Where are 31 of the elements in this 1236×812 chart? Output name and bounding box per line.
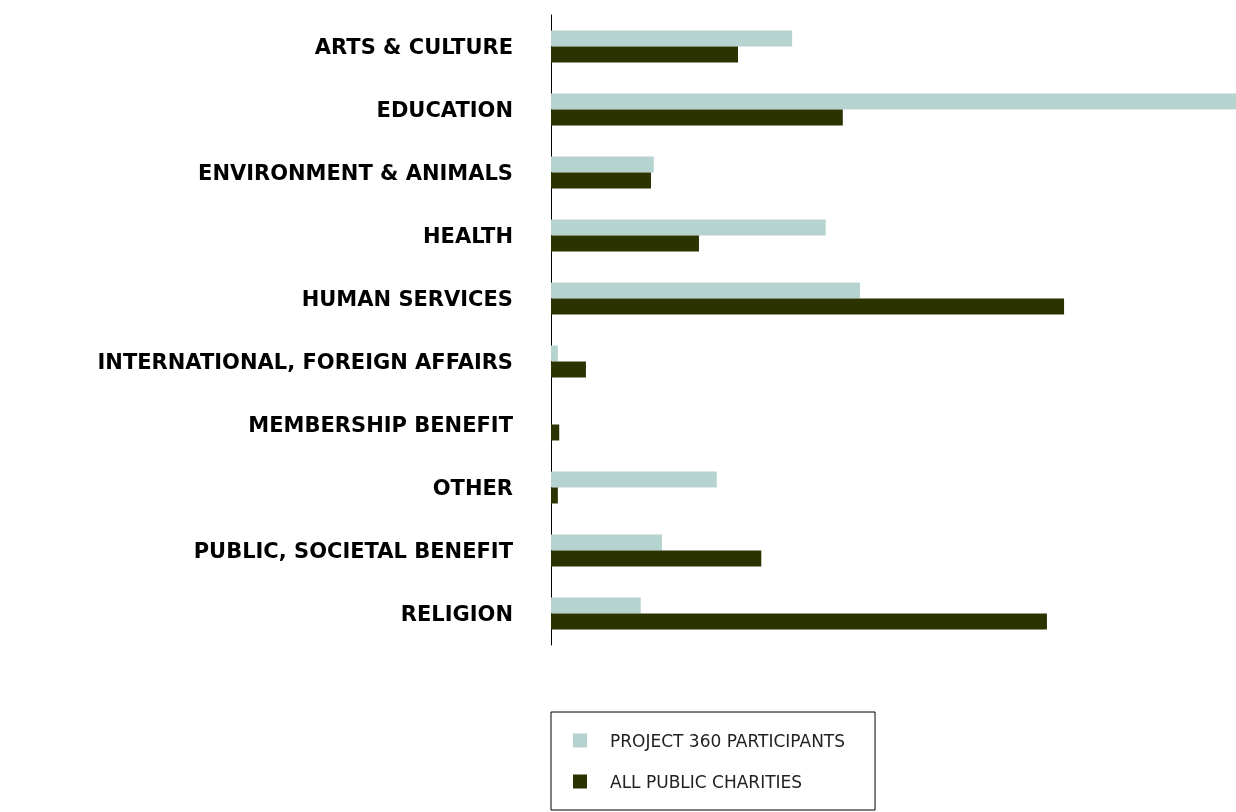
- y-tick-label: OTHER: [432, 475, 513, 500]
- bar: [551, 424, 560, 441]
- y-tick-label: RELIGION: [400, 601, 513, 626]
- bar: [551, 93, 1236, 110]
- bar: [551, 487, 558, 504]
- bar: [551, 550, 762, 567]
- y-tick-label: ENVIRONMENT & ANIMALS: [198, 160, 513, 185]
- bar: [551, 30, 793, 47]
- bar: [551, 534, 662, 551]
- legend-label: ALL PUBLIC CHARITIES: [610, 771, 803, 792]
- y-tick-label: ARTS & CULTURE: [314, 34, 513, 59]
- bar: [551, 156, 654, 173]
- bar: [551, 219, 826, 236]
- bar: [551, 298, 1065, 315]
- y-tick-label: MEMBERSHIP BENEFIT: [248, 412, 514, 437]
- bar: [551, 471, 717, 488]
- bar: [551, 345, 558, 362]
- bar: [551, 613, 1047, 630]
- y-tick-label: EDUCATION: [376, 97, 513, 122]
- bar: [551, 282, 860, 299]
- y-tick-label: HUMAN SERVICES: [301, 286, 513, 311]
- bar: [551, 235, 699, 252]
- bar: [551, 597, 641, 614]
- y-tick-label: HEALTH: [423, 223, 513, 248]
- legend-label: PROJECT 360 PARTICIPANTS: [610, 730, 846, 751]
- bar: [551, 46, 739, 63]
- bar: [551, 109, 843, 126]
- bar: [551, 361, 586, 378]
- y-tick-label: INTERNATIONAL, FOREIGN AFFAIRS: [97, 349, 513, 374]
- y-tick-label: PUBLIC, SOCIETAL BENEFIT: [193, 538, 514, 563]
- bar: [551, 172, 652, 189]
